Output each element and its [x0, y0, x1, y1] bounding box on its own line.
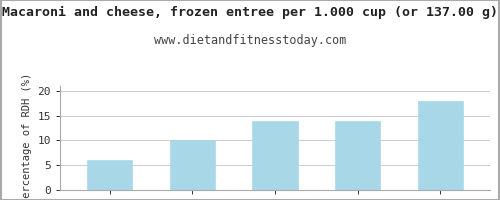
Bar: [170, 140, 215, 190]
Text: Macaroni and cheese, frozen entree per 1.000 cup (or 137.00 g): Macaroni and cheese, frozen entree per 1…: [2, 6, 498, 19]
Text: www.dietandfitnesstoday.com: www.dietandfitnesstoday.com: [154, 34, 346, 47]
Bar: [87, 160, 132, 190]
Bar: [418, 101, 463, 190]
Y-axis label: Percentage of RDH (%): Percentage of RDH (%): [22, 72, 32, 200]
Bar: [252, 121, 298, 190]
Bar: [335, 121, 380, 190]
